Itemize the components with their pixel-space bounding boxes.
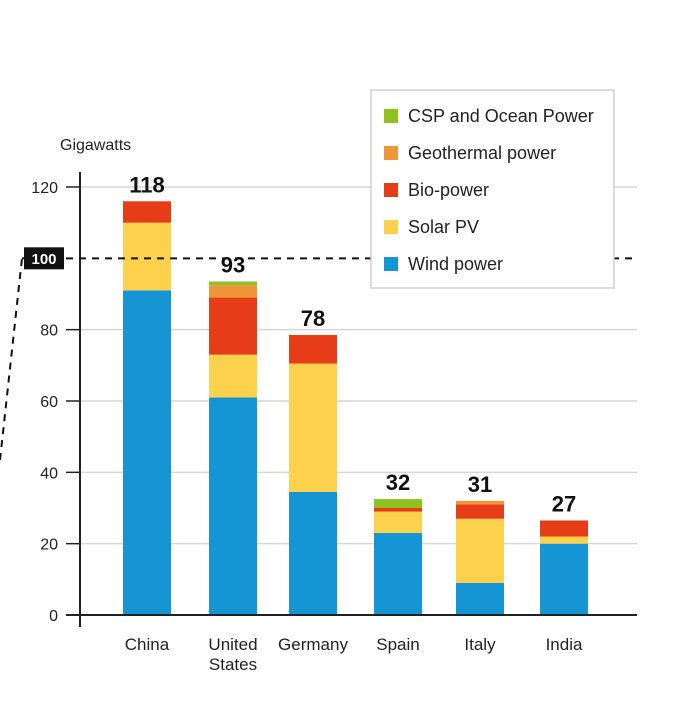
bar-total-label: 31 [468,472,492,497]
bar-italy-solar-pv [456,518,504,583]
bar-italy-geothermal-power [456,500,504,505]
legend-item-label: Geothermal power [408,143,556,163]
bar-germany-wind-power [289,491,337,615]
x-category-label: Italy [464,635,496,654]
bar-spain-bio-power [374,508,422,512]
y-tick-label: 80 [40,323,58,340]
x-category-label: States [209,655,257,674]
total-labels: 118 93 78 32 31 27 [129,172,576,516]
reference-connector-line [0,258,23,461]
x-category-label: China [125,635,170,654]
bar-china-bio-power [123,201,171,223]
legend-swatch [384,183,398,197]
bar-italy-wind-power [456,582,504,615]
bar-united-states-wind-power [209,397,257,615]
bar-total-label: 32 [386,470,410,495]
legend-box [370,89,615,289]
reference-label-box [24,247,64,270]
bar-italy-bio-power [456,504,504,519]
y-axis-ticks: 0 20 40 60 80 120 [31,180,80,625]
legend-item-label: Bio-power [408,180,489,200]
bar-germany-solar-pv [289,363,337,492]
axes [66,172,637,627]
x-category-label: India [546,635,583,654]
bar-spain-solar-pv [374,511,422,533]
bar-india-bio-power [540,520,588,537]
reference-line-group: 100 [0,247,637,461]
bar-united-states-csp-and-ocean-power [209,281,257,286]
bar-united-states-bio-power [209,297,257,355]
bar-total-label: 27 [552,491,576,516]
bar-spain-wind-power [374,532,422,615]
y-tick-label: 120 [31,180,58,197]
y-axis-label: Gigawatts [60,137,131,154]
bar-china-solar-pv [123,222,171,291]
y-tick-label: 60 [40,394,58,411]
bar-total-label: 93 [221,253,245,278]
bar-china-wind-power [123,290,171,615]
bar-united-states-solar-pv [209,354,257,398]
bar-india-wind-power [540,543,588,615]
legend: CSP and Ocean Power Geothermal power Bio-p… [370,89,615,289]
y-tick-label: 20 [40,537,58,554]
legend-swatch [384,146,398,160]
legend-swatch [384,109,398,123]
x-category-label: Germany [278,635,348,654]
bars [123,201,588,615]
legend-swatch [384,220,398,234]
bar-spain-csp-and-ocean-power [374,499,422,508]
legend-item-label: Solar PV [408,217,479,237]
bar-india-solar-pv [540,536,588,544]
reference-label: 100 [31,251,56,268]
bar-germany-bio-power [289,335,337,364]
x-category-label: United [208,635,257,654]
legend-swatch [384,257,398,271]
x-category-label: Spain [376,635,419,654]
legend-item-label: CSP and Ocean Power [408,106,594,126]
y-tick-label: 0 [49,608,58,625]
legend-item-label: Wind power [408,254,503,274]
bar-united-states-geothermal-power [209,285,257,298]
bar-total-label: 78 [301,306,325,331]
bar-total-label: 118 [129,172,165,197]
y-tick-label: 40 [40,465,58,482]
